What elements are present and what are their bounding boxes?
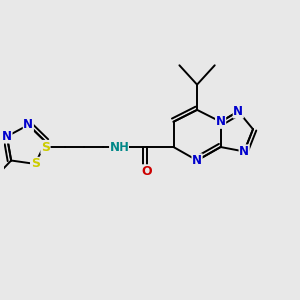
Text: O: O [142, 165, 152, 178]
Text: N: N [192, 154, 202, 167]
Text: N: N [2, 130, 12, 143]
Text: N: N [216, 115, 226, 128]
Text: S: S [31, 158, 40, 170]
Text: N: N [110, 140, 120, 154]
Text: N: N [239, 145, 249, 158]
Text: S: S [41, 140, 50, 154]
Text: N: N [23, 118, 33, 131]
Text: N: N [233, 105, 243, 118]
Text: H: H [118, 140, 128, 154]
